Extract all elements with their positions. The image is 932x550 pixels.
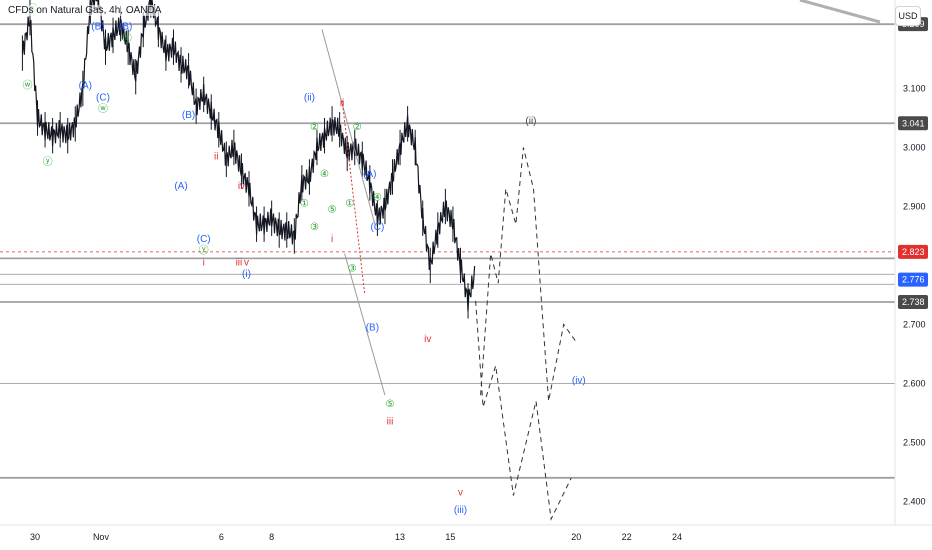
wave-label: (B): [182, 110, 195, 121]
projection-path: [480, 147, 577, 402]
wave-label: ④: [320, 169, 329, 180]
wave-label: (iv): [572, 375, 586, 386]
wave-label: ②: [353, 122, 362, 133]
wave-label: iv: [424, 334, 431, 345]
drawing-line: [799, 0, 881, 24]
wave-label: v: [244, 257, 249, 268]
wave-label: iii: [387, 417, 394, 428]
x-tick-label: 15: [445, 532, 455, 542]
wave-label: ①: [345, 198, 354, 209]
wave-label: (ii): [304, 92, 315, 103]
chart-title: CFDs on Natural Gas, 4h, OANDA: [6, 5, 164, 16]
price-level-label: 2.738: [902, 297, 925, 307]
x-tick-label: 8: [269, 532, 274, 542]
x-tick-label: 22: [622, 532, 632, 542]
y-tick-label: 2.500: [903, 437, 926, 447]
wave-label: ⓦ: [98, 103, 108, 115]
wave-label: (B): [119, 21, 132, 32]
wave-label: iii: [236, 257, 243, 268]
wave-label: (A): [79, 80, 92, 91]
y-tick-label: 2.400: [903, 496, 926, 506]
wave-label: (B): [91, 21, 104, 32]
wave-label: ②: [310, 122, 319, 133]
price-level-badge: [898, 272, 928, 287]
wave-label: (B): [366, 322, 379, 333]
wave-label: (A): [174, 181, 187, 192]
wave-label: ④: [373, 193, 382, 204]
price-level-badge: [898, 116, 928, 131]
wave-label: ⑤: [328, 204, 337, 215]
y-tick-label: 3.100: [903, 83, 926, 93]
channel-line: [321, 29, 376, 225]
wave-label: (C): [370, 222, 384, 233]
wave-label: ii: [340, 98, 344, 109]
y-tick-label: 3.000: [903, 142, 926, 152]
currency-button[interactable]: USD: [895, 6, 921, 26]
y-tick-label: 2.700: [903, 319, 926, 329]
wave-label: v: [458, 488, 463, 499]
wave-label: (C): [96, 92, 110, 103]
trend-line: [341, 100, 366, 296]
wave-label: ⓦ: [22, 79, 32, 91]
channel-line: [344, 253, 386, 396]
x-tick-label: 20: [571, 532, 581, 542]
x-tick-label: 24: [672, 532, 682, 542]
price-level-label: 3.041: [902, 118, 925, 128]
wave-label: ⓨ: [43, 156, 53, 168]
wave-label: ③: [310, 222, 319, 233]
price-level-label: 2.776: [902, 275, 925, 285]
y-tick-label: 2.600: [903, 378, 926, 388]
wave-label: (i): [242, 269, 251, 280]
wave-label: ①: [300, 198, 309, 209]
price-level-label: 2.823: [902, 247, 925, 257]
wave-label: (ii): [525, 116, 536, 127]
wave-label: i: [203, 257, 205, 268]
x-tick-label: 6: [219, 532, 224, 542]
wave-label: i: [331, 234, 333, 245]
wave-label: iv: [238, 181, 245, 192]
x-tick-label: Nov: [93, 532, 110, 542]
wave-label: ⓨ: [199, 245, 209, 257]
wave-label: ⓑ: [122, 32, 132, 44]
x-tick-label: 13: [395, 532, 405, 542]
wave-label: ⑤: [386, 399, 395, 410]
projection-path: [475, 300, 572, 521]
wave-label: (A): [363, 169, 376, 180]
x-tick-label: 30: [30, 532, 40, 542]
wave-label: ii: [214, 151, 218, 162]
price-level-badge: [898, 295, 928, 310]
price-level-badge: [898, 244, 928, 259]
wave-label: (iii): [454, 505, 467, 516]
y-tick-label: 2.900: [903, 201, 926, 211]
wave-label: (C): [197, 234, 211, 245]
wave-label: ③: [348, 263, 357, 274]
